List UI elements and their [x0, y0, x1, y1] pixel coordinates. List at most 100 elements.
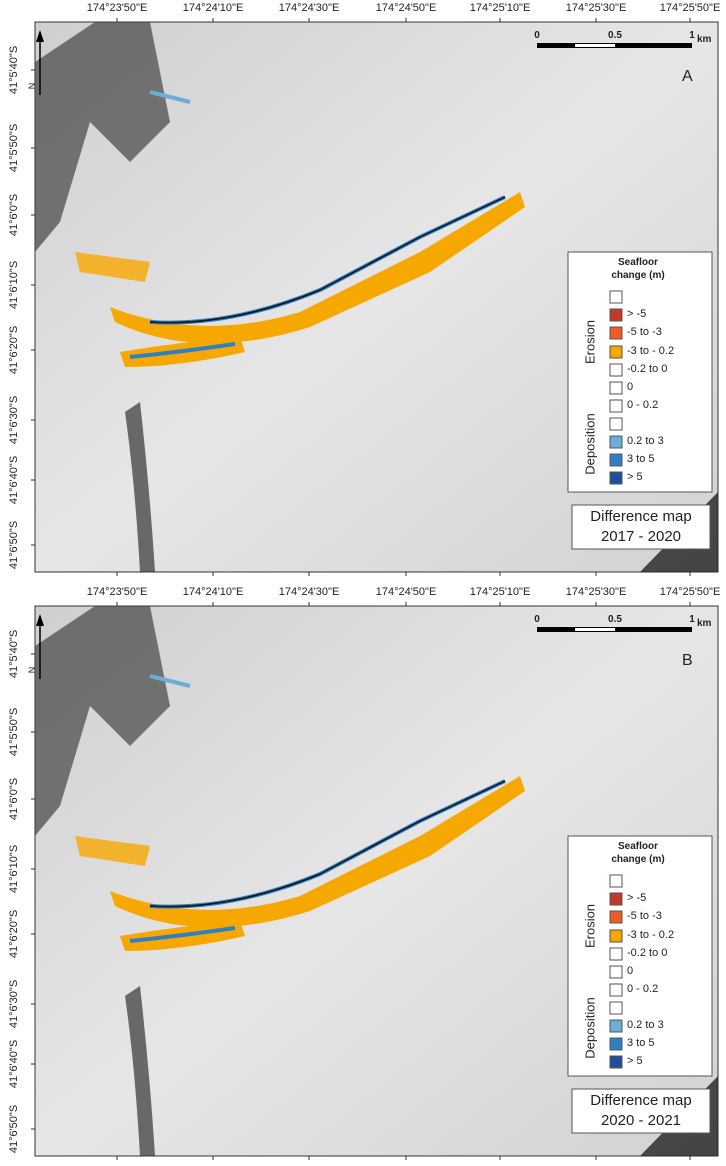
scale-label: 0.5 — [608, 30, 622, 41]
panel-label: B — [682, 652, 693, 669]
legend-swatch — [609, 983, 623, 997]
latitude-label: 41°5'40"S — [8, 45, 20, 95]
legend-label: -5 to -3 — [627, 910, 662, 922]
legend-swatch — [609, 892, 623, 906]
legend-swatch — [609, 326, 623, 340]
latitude-label: 41°6'20"S — [8, 325, 20, 375]
scale-label: 0 — [534, 614, 540, 625]
legend-label: -3 to - 0.2 — [627, 929, 675, 941]
legend-label: 0 - 0.2 — [627, 983, 659, 995]
legend-label: -0.2 to 0 — [627, 363, 668, 375]
legend-label: > -5 — [627, 308, 647, 320]
dark-relief — [125, 402, 155, 572]
legend-swatch — [609, 929, 623, 943]
north-label: N — [27, 666, 37, 674]
legend-label: 3 to 5 — [627, 1037, 655, 1049]
latitude-label: 41°6'40"S — [8, 1039, 20, 1089]
scale-bar — [575, 628, 615, 631]
legend-label: > -5 — [627, 892, 647, 904]
longitude-label: 174°23'50"E — [86, 2, 148, 14]
legend-swatch — [609, 417, 623, 431]
caption-line: Difference map — [590, 1092, 692, 1109]
legend-swatch — [609, 345, 623, 359]
legend-swatch — [609, 965, 623, 979]
change-line — [149, 196, 506, 324]
change-line — [149, 780, 506, 908]
legend-box — [567, 251, 713, 493]
legend-swatch — [609, 1001, 623, 1015]
longitude-label: 174°24'50"E — [375, 2, 437, 14]
legend-swatch — [609, 1019, 623, 1033]
legend-box — [567, 835, 713, 1077]
legend-label: 0 — [627, 381, 634, 393]
legend-swatch — [609, 435, 623, 449]
legend-group: Erosion — [582, 319, 598, 365]
legend-swatch — [609, 874, 623, 888]
scale-label: 0 — [534, 30, 540, 41]
dark-relief — [125, 986, 155, 1156]
longitude-label: 174°25'30"E — [565, 2, 627, 14]
scale-unit: km — [697, 34, 712, 45]
dark-relief — [35, 22, 170, 252]
legend-swatch — [609, 290, 623, 304]
legend-group: Deposition — [582, 997, 598, 1059]
caption-line: 2020 - 2021 — [600, 1112, 682, 1129]
scale-bar — [575, 44, 615, 47]
legend-label: 3 to 5 — [627, 453, 655, 465]
north-arrow-head — [36, 614, 44, 626]
longitude-label: 174°23'50"E — [86, 586, 148, 598]
legend-swatch — [609, 1037, 623, 1051]
longitude-label: 174°24'30"E — [278, 586, 340, 598]
latitude-label: 41°5'50"S — [8, 123, 20, 173]
legend-label: > 5 — [627, 471, 643, 483]
legend-swatch — [609, 1055, 623, 1069]
caption-line: 2017 - 2020 — [600, 528, 682, 545]
caption-box — [571, 504, 711, 550]
longitude-label: 174°24'30"E — [278, 2, 340, 14]
legend-title: Seafloor change (m) — [611, 257, 665, 281]
legend-swatch — [609, 910, 623, 924]
longitude-label: 174°24'10"E — [182, 586, 244, 598]
panel-label: A — [682, 68, 693, 85]
legend-label: -3 to - 0.2 — [627, 345, 675, 357]
legend-label: 0.2 to 3 — [627, 1019, 664, 1031]
longitude-label: 174°25'50"E — [659, 586, 721, 598]
legend-label: 0 — [627, 965, 634, 977]
change-area — [75, 836, 150, 866]
longitude-label: 174°25'50"E — [659, 2, 721, 14]
change-line — [129, 926, 236, 943]
legend-swatch — [609, 308, 623, 322]
latitude-label: 41°6'50"S — [8, 520, 20, 570]
latitude-label: 41°5'40"S — [8, 629, 20, 679]
latitude-label: 41°6'50"S — [8, 1104, 20, 1154]
caption-box — [571, 1088, 711, 1134]
latitude-label: 41°6'0"S — [8, 777, 20, 821]
change-area — [75, 252, 150, 282]
legend-swatch — [609, 471, 623, 485]
longitude-label: 174°25'10"E — [469, 2, 531, 14]
caption-line: Difference map — [590, 508, 692, 525]
legend-swatch — [609, 947, 623, 961]
latitude-label: 41°6'0"S — [8, 193, 20, 237]
latitude-label: 41°6'30"S — [8, 395, 20, 445]
scale-label: 0.5 — [608, 614, 622, 625]
dark-relief — [35, 606, 170, 836]
legend-swatch — [609, 381, 623, 395]
north-arrow-head — [36, 30, 44, 42]
legend-label: > 5 — [627, 1055, 643, 1067]
legend-label: 0 - 0.2 — [627, 399, 659, 411]
latitude-label: 41°6'30"S — [8, 979, 20, 1029]
longitude-label: 174°25'30"E — [565, 586, 627, 598]
legend-label: 0.2 to 3 — [627, 435, 664, 447]
legend-group: Deposition — [582, 413, 598, 475]
change-area — [110, 192, 525, 344]
scale-label: 1 — [689, 30, 695, 41]
change-area — [110, 776, 525, 928]
latitude-label: 41°6'10"S — [8, 844, 20, 894]
change-line — [129, 342, 236, 359]
scale-label: 1 — [689, 614, 695, 625]
north-label: N — [27, 82, 37, 90]
longitude-label: 174°24'10"E — [182, 2, 244, 14]
